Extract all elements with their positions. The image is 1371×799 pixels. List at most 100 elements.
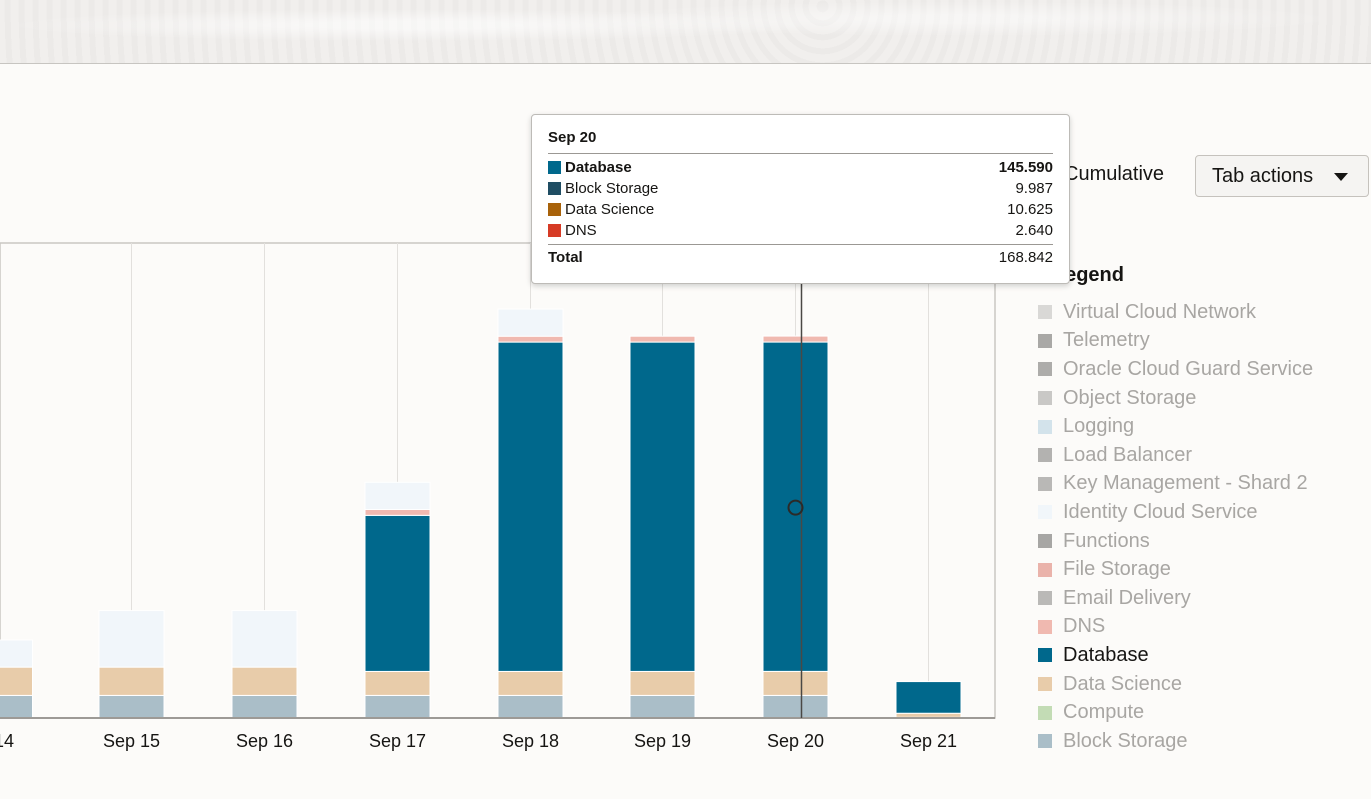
legend-swatch xyxy=(1038,619,1052,634)
legend-item[interactable]: Functions xyxy=(1038,527,1313,556)
bar-segment[interactable] xyxy=(762,694,829,719)
tooltip-row: Block Storage 9.987 xyxy=(548,178,1053,199)
legend-swatch xyxy=(1038,591,1052,606)
bar-segment[interactable] xyxy=(895,681,962,714)
top-banner xyxy=(0,0,1371,64)
legend-item[interactable]: File Storage xyxy=(1038,555,1313,584)
bar-segment[interactable] xyxy=(762,670,829,696)
bar-segment[interactable] xyxy=(0,666,33,696)
bar-segment[interactable] xyxy=(364,508,431,516)
legend-swatch xyxy=(1038,448,1052,463)
bar-segment[interactable] xyxy=(497,335,564,343)
legend-swatch xyxy=(1038,305,1052,320)
tooltip-swatch xyxy=(548,161,561,174)
cost-chart: p 14 Sep 15 Sep 16 Sep 17 Sep 18 Sep 19 Sep 20… xyxy=(0,230,996,751)
bar-segment[interactable] xyxy=(0,639,33,668)
legend-item-label: Telemetry xyxy=(1063,329,1150,352)
bar-segment[interactable] xyxy=(98,610,165,668)
bar-segment[interactable] xyxy=(629,670,696,696)
bar-segment[interactable] xyxy=(497,694,564,719)
bar-segment[interactable] xyxy=(895,712,962,718)
bar-segment[interactable] xyxy=(497,341,564,672)
x-tick-label: p 14 xyxy=(0,731,14,751)
legend-item-label: Object Storage xyxy=(1063,386,1197,409)
bar-segment[interactable] xyxy=(497,670,564,696)
legend-swatch xyxy=(1038,419,1052,434)
tab-actions-label: Tab actions xyxy=(1212,164,1314,187)
bar-segment[interactable] xyxy=(231,694,298,719)
legend-item-label: Identity Cloud Service xyxy=(1063,500,1258,523)
legend-item-label: File Storage xyxy=(1063,558,1171,581)
tooltip-divider xyxy=(548,244,1053,245)
legend-item[interactable]: Compute xyxy=(1038,698,1313,727)
legend-item-label: Compute xyxy=(1063,701,1145,724)
x-tick-label: Sep 20 xyxy=(767,731,824,751)
legend-swatch xyxy=(1038,476,1052,491)
chevron-down-icon xyxy=(1334,173,1348,181)
legend-item-label: Load Balancer xyxy=(1063,443,1192,466)
legend-item[interactable]: Email Delivery xyxy=(1038,584,1313,613)
legend-item[interactable]: Data Science xyxy=(1038,670,1313,699)
bar-segment[interactable] xyxy=(497,308,564,337)
bar-segment[interactable] xyxy=(98,666,165,696)
legend-title: Legend xyxy=(1064,264,1124,286)
legend-item[interactable]: Database xyxy=(1038,641,1313,670)
x-tick-label: Sep 17 xyxy=(369,731,426,751)
legend-item[interactable]: Oracle Cloud Guard Service xyxy=(1038,355,1313,384)
bar-segment[interactable] xyxy=(629,694,696,719)
legend-item[interactable]: Telemetry xyxy=(1038,327,1313,356)
legend-item[interactable]: Load Balancer xyxy=(1038,441,1313,470)
legend-item[interactable]: DNS xyxy=(1038,613,1313,642)
legend-item-label: Email Delivery xyxy=(1063,586,1191,609)
legend-item[interactable]: Identity Cloud Service xyxy=(1038,498,1313,527)
legend-item[interactable]: Block Storage xyxy=(1038,727,1313,756)
tooltip-row-label: DNS xyxy=(565,222,597,239)
tooltip-row-value: 2.640 xyxy=(1015,222,1053,239)
legend-item[interactable]: Object Storage xyxy=(1038,384,1313,413)
legend-item[interactable]: Logging xyxy=(1038,412,1313,441)
bar-segment[interactable] xyxy=(629,335,696,343)
tooltip-row-label: Data Science xyxy=(565,201,655,218)
legend-item-label: Block Storage xyxy=(1063,729,1188,752)
bar-segment[interactable] xyxy=(629,341,696,672)
bar-segment[interactable] xyxy=(364,481,431,510)
chart-tooltip: Sep 20 Database 145.590 Block Storage 9.987… xyxy=(531,114,1070,284)
x-tick-label: Sep 21 xyxy=(900,731,957,751)
bar-segment[interactable] xyxy=(364,670,431,696)
legend-swatch xyxy=(1038,534,1052,549)
bar-segment[interactable] xyxy=(98,694,165,719)
legend-item[interactable]: Virtual Cloud Network xyxy=(1038,298,1313,327)
legend-item-label: DNS xyxy=(1063,615,1106,638)
tooltip-divider xyxy=(548,153,1053,154)
legend-swatch xyxy=(1038,648,1052,663)
tooltip-total-row: Total 168.842 xyxy=(548,246,1053,268)
legend-swatch xyxy=(1038,505,1052,520)
legend-swatch xyxy=(1038,705,1052,720)
legend-swatch xyxy=(1038,333,1052,348)
bar-segment[interactable] xyxy=(0,694,33,719)
x-tick-label: Sep 15 xyxy=(103,731,160,751)
tooltip-swatch xyxy=(548,182,561,195)
legend-swatch xyxy=(1038,562,1052,577)
tooltip-row: Data Science 10.625 xyxy=(548,199,1053,220)
bar-segment[interactable] xyxy=(231,666,298,696)
x-tick-label: Sep 18 xyxy=(502,731,559,751)
hover-marker xyxy=(787,499,804,516)
tooltip-swatch xyxy=(548,224,561,237)
legend-item-label: Logging xyxy=(1063,415,1135,438)
legend-item-label: Functions xyxy=(1063,529,1150,552)
tooltip-total-label: Total xyxy=(548,248,583,266)
tooltip-total-value: 168.842 xyxy=(998,248,1053,266)
bar-segment[interactable] xyxy=(364,514,431,672)
cumulative-label[interactable]: Cumulative xyxy=(1064,163,1165,185)
tab-actions-button[interactable]: Tab actions xyxy=(1195,155,1369,197)
legend-item[interactable]: Key Management - Shard 2 xyxy=(1038,470,1313,499)
bar-segment[interactable] xyxy=(364,694,431,719)
legend-item-label: Virtual Cloud Network xyxy=(1063,300,1257,323)
legend-swatch xyxy=(1038,677,1052,692)
bar-segment[interactable] xyxy=(231,610,298,668)
tooltip-title: Sep 20 xyxy=(548,129,597,146)
tooltip-row-label: Block Storage xyxy=(565,180,659,197)
bar-segment[interactable] xyxy=(762,335,829,343)
bar-segment[interactable] xyxy=(762,341,829,672)
